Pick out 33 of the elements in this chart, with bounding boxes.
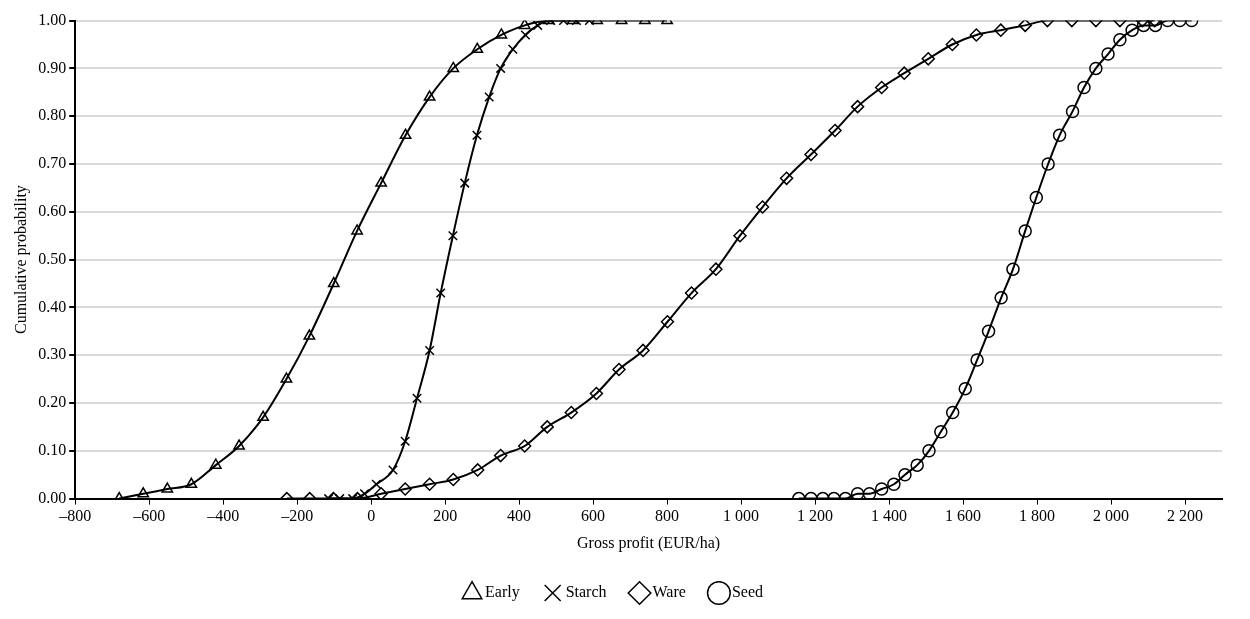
- y-tick-label: 1.00: [38, 10, 67, 28]
- x-tick-label: –200: [280, 507, 314, 525]
- legend-label: Ware: [652, 583, 686, 601]
- x-tick-label: –800: [58, 507, 92, 525]
- y-axis-title: Cumulative probability: [11, 185, 30, 335]
- y-tick-label: 0.20: [38, 393, 67, 411]
- x-tick-label: 400: [507, 507, 532, 525]
- x-tick-label: 600: [581, 507, 606, 525]
- y-tick-label: 0.50: [38, 249, 67, 267]
- x-tick-label: 2 000: [1093, 507, 1130, 525]
- legend-label: Starch: [565, 583, 607, 601]
- y-tick-label: 0.70: [38, 154, 67, 172]
- legend-label: Early: [485, 583, 520, 602]
- y-tick-label: 0.90: [38, 58, 67, 76]
- x-tick-label: 200: [433, 507, 458, 525]
- x-tick-label: 1 200: [797, 507, 834, 525]
- x-tick-label: 1 000: [723, 507, 760, 525]
- y-tick-label: 0.80: [38, 106, 67, 124]
- x-tick-label: 1 600: [945, 507, 982, 525]
- x-tick-label: –400: [206, 507, 240, 525]
- x-tick-label: 1 400: [871, 507, 908, 525]
- legend-label: Seed: [731, 583, 763, 601]
- y-tick-label: 0.10: [38, 441, 67, 458]
- x-axis-title: Gross profit (EUR/ha): [577, 533, 721, 552]
- y-tick-label: 0.30: [38, 345, 67, 363]
- y-tick-label: 0.60: [38, 202, 67, 219]
- y-tick-label: 0.40: [38, 297, 67, 315]
- x-tick-label: –600: [132, 507, 166, 525]
- x-tick-label: 1 800: [1019, 507, 1056, 525]
- x-tick-label: 800: [655, 507, 680, 525]
- x-tick-label: 2 200: [1167, 507, 1204, 525]
- x-tick-label: 0: [367, 507, 376, 525]
- y-tick-label: 0.00: [38, 488, 67, 506]
